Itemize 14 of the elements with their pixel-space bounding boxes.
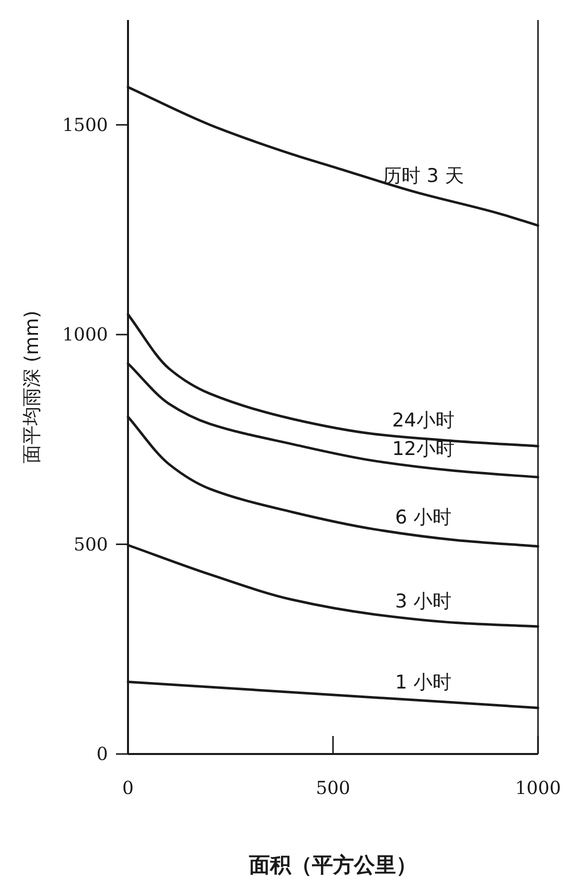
series-label: 6 小时 <box>395 506 452 529</box>
x-tick-label: 0 <box>122 778 134 799</box>
x-axis-title: 面积（平方公里） <box>248 853 417 877</box>
y-tick-label: 0 <box>96 744 108 765</box>
series-label: 24小时 <box>392 409 454 432</box>
series-label: 1 小时 <box>395 672 452 694</box>
series-label: 3 小时 <box>395 590 452 612</box>
y-tick-label: 1000 <box>62 324 108 346</box>
x-tick-label: 1000 <box>515 778 561 799</box>
y-tick-label: 1500 <box>62 114 108 136</box>
x-tick-label: 500 <box>316 778 350 799</box>
series-label: 12小时 <box>392 438 454 460</box>
y-axis-title: 面平均雨深 (mm) <box>21 310 43 464</box>
y-tick-label: 500 <box>74 534 108 556</box>
